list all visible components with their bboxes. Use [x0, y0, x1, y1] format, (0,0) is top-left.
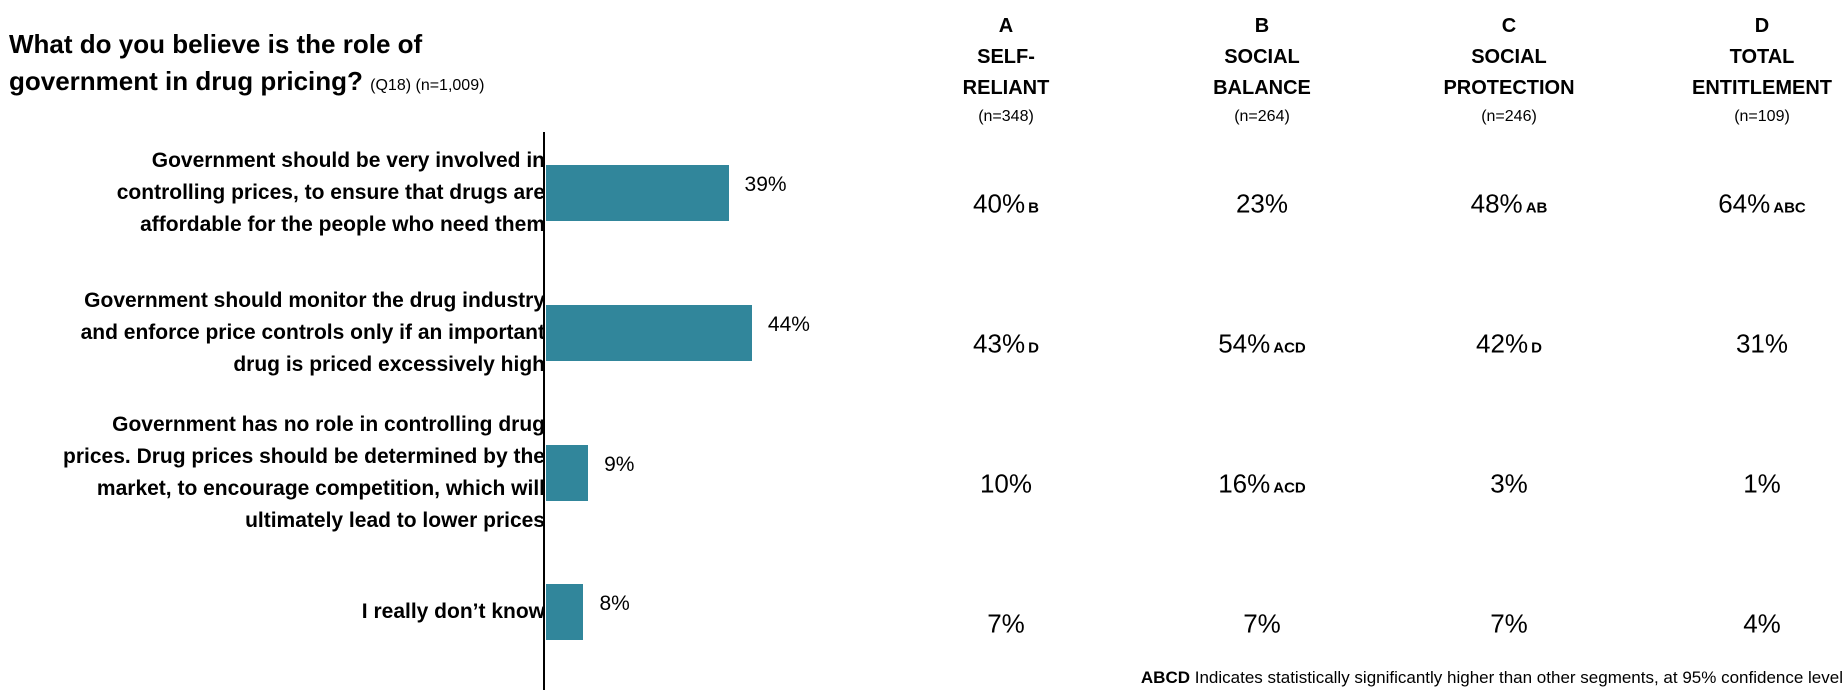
category-label: Government has no role in controlling dr… — [63, 413, 545, 532]
cell-value: 7% — [1490, 608, 1528, 639]
segment-letter: C — [1501, 15, 1517, 37]
column-header: B SOCIAL BALANCE (n=264) — [1142, 4, 1382, 130]
chart-title: What do you believe is the role of gover… — [9, 29, 423, 96]
chart-title-block: What do you believe is the role of gover… — [9, 26, 554, 104]
significance: ACD — [1273, 339, 1306, 357]
segment-letter: B — [1254, 15, 1270, 37]
axis-line — [543, 132, 545, 690]
bar — [546, 165, 729, 221]
cell-value: 40% — [973, 188, 1026, 219]
bar — [546, 305, 752, 361]
cell-value: 10% — [979, 468, 1033, 499]
footnote-key: ABCD — [1140, 668, 1191, 687]
segment-n: (n=264) — [1234, 108, 1290, 125]
value-label: 9% — [604, 453, 635, 476]
cell-value: 7% — [1243, 608, 1281, 639]
cell-value: 42% — [1476, 328, 1529, 359]
cell-value: 1% — [1743, 468, 1781, 499]
footnote-text: Indicates statistically significantly hi… — [1194, 668, 1843, 687]
table-cell: 7% — [1142, 609, 1382, 640]
cell-value: 64% — [1718, 188, 1771, 219]
value-label: 8% — [599, 592, 630, 615]
segment-name: SELF-RELIANT — [962, 46, 1050, 99]
segment-n: (n=109) — [1734, 108, 1790, 125]
segment-letter: A — [998, 15, 1014, 37]
segment-name: TOTAL ENTITLEMENT — [1692, 46, 1832, 99]
value-label: 44% — [767, 313, 810, 336]
table-cell: 1% — [1642, 469, 1845, 500]
segment-letter: D — [1754, 15, 1770, 37]
cell-value: 16% — [1218, 468, 1271, 499]
table-cell: 4% — [1642, 609, 1845, 640]
segment-n: (n=348) — [978, 108, 1034, 125]
cell-value: 48% — [1470, 188, 1523, 219]
table-cell: 7% — [886, 609, 1126, 640]
significance: ACD — [1273, 479, 1306, 497]
table-cell: 42% D — [1389, 329, 1629, 360]
significance: AB — [1525, 199, 1548, 217]
cell-value: 43% — [973, 328, 1026, 359]
column-header: A SELF-RELIANT (n=348) — [886, 4, 1126, 130]
significance: ABC — [1773, 199, 1806, 217]
category-label: Government should monitor the drug indus… — [80, 289, 545, 376]
segment-name: SOCIAL BALANCE — [1213, 46, 1311, 99]
segment-name: SOCIAL PROTECTION — [1443, 46, 1575, 99]
value-label: 39% — [744, 173, 787, 196]
cell-value: 3% — [1490, 468, 1528, 499]
cell-value: 7% — [987, 608, 1025, 639]
category-label: Government should be very involved in co… — [116, 149, 545, 236]
significance: D — [1028, 339, 1039, 357]
title-note: (Q18) (n=1,009) — [370, 77, 485, 94]
cell-value: 54% — [1218, 328, 1271, 359]
table-cell: 23% — [1142, 189, 1382, 220]
column-header: D TOTAL ENTITLEMENT (n=109) — [1642, 4, 1845, 130]
table-cell: 54% ACD — [1142, 329, 1382, 360]
cell-value: 31% — [1735, 328, 1789, 359]
significance: D — [1531, 339, 1542, 357]
bar — [546, 584, 584, 640]
segment-n: (n=246) — [1481, 108, 1537, 125]
table-cell: 64% ABC — [1642, 189, 1845, 220]
table-cell: 3% — [1389, 469, 1629, 500]
table-cell: 43% D — [886, 329, 1126, 360]
cell-value: 4% — [1743, 608, 1781, 639]
table-cell: 7% — [1389, 609, 1629, 640]
footnote: ABCD Indicates statistically significant… — [1141, 668, 1843, 688]
table-cell: 40% B — [886, 189, 1126, 220]
column-header: C SOCIAL PROTECTION (n=246) — [1389, 4, 1629, 130]
table-cell: 10% — [886, 469, 1126, 500]
cell-value: 23% — [1235, 188, 1289, 219]
category-label: I really don’t know — [361, 600, 545, 623]
significance: B — [1028, 199, 1039, 217]
table-cell: 16% ACD — [1142, 469, 1382, 500]
table-cell: 31% — [1642, 329, 1845, 360]
bar — [546, 445, 589, 501]
table-cell: 48% AB — [1389, 189, 1629, 220]
